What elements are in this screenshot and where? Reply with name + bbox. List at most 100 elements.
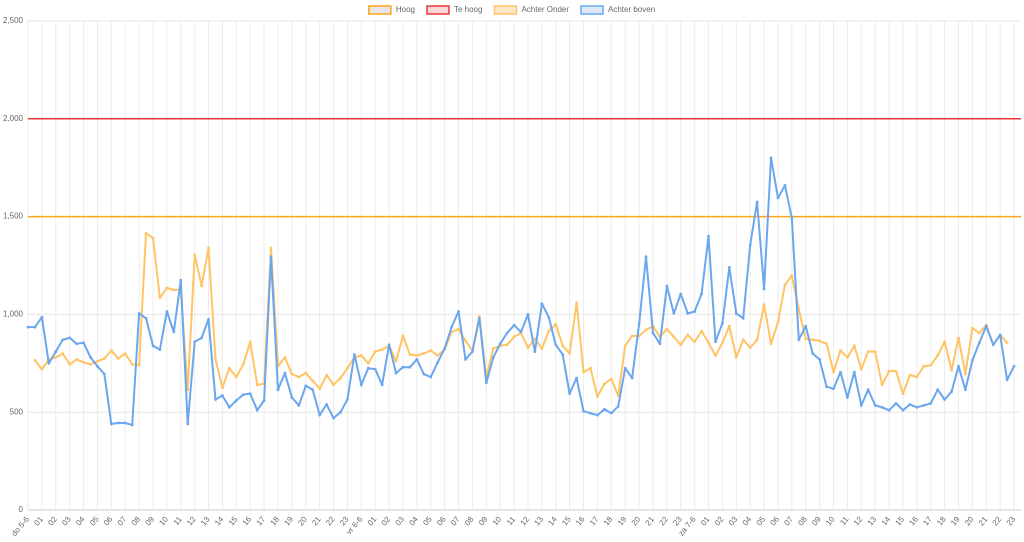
x-tick-label: 12	[519, 514, 532, 527]
data-point	[373, 367, 377, 371]
data-point	[193, 253, 197, 257]
data-point	[269, 246, 273, 250]
data-point	[304, 384, 308, 388]
data-point	[679, 343, 683, 347]
y-tick-label: 1,500	[3, 212, 24, 221]
x-tick-label: 05	[421, 514, 434, 527]
x-tick-label: 01	[699, 514, 712, 527]
data-point	[582, 370, 585, 374]
legend-item: Te hoog	[426, 5, 482, 15]
x-tick-label: 15	[560, 514, 573, 527]
x-tick-label: 20	[296, 514, 309, 527]
data-point	[318, 413, 322, 417]
data-point	[873, 403, 877, 407]
x-tick-label: 17	[255, 514, 268, 527]
data-point	[422, 372, 426, 376]
x-tick-label: 19	[949, 514, 962, 527]
data-point	[512, 323, 516, 327]
data-point	[943, 340, 947, 344]
x-tick-label: 08	[130, 514, 143, 527]
data-point	[290, 396, 294, 399]
data-point	[269, 255, 273, 259]
data-point	[75, 357, 79, 361]
x-tick-label: 10	[824, 514, 837, 527]
data-point	[491, 356, 495, 359]
data-point	[200, 284, 204, 288]
data-point	[665, 327, 669, 331]
data-point	[908, 402, 912, 406]
data-point	[589, 411, 592, 415]
x-tick-label: 11	[505, 514, 518, 527]
data-point	[130, 423, 134, 427]
data-point	[359, 383, 363, 387]
data-point	[561, 353, 565, 356]
data-point	[68, 336, 72, 340]
x-tick-label: 03	[727, 514, 740, 527]
data-point	[839, 370, 842, 374]
legend-item: Achter boven	[580, 5, 655, 15]
legend-label: Hoog	[396, 5, 415, 14]
data-point	[491, 347, 495, 351]
x-tick-label: 12	[185, 514, 198, 527]
data-point	[637, 322, 641, 326]
data-point	[790, 216, 794, 219]
data-point	[714, 340, 717, 344]
data-point	[957, 336, 960, 340]
data-point	[748, 346, 752, 350]
data-point	[179, 278, 183, 282]
data-point	[394, 359, 398, 363]
data-point	[102, 357, 106, 360]
data-point	[665, 284, 669, 288]
data-point	[394, 371, 398, 375]
data-point	[887, 408, 891, 412]
data-point	[818, 357, 822, 361]
data-point	[471, 350, 474, 353]
legend-label: Te hoog	[454, 5, 482, 14]
x-tick-label: 13	[866, 514, 879, 527]
data-point	[151, 236, 155, 240]
data-point	[207, 246, 210, 250]
data-point	[457, 310, 460, 313]
data-point	[477, 316, 481, 320]
data-point	[561, 344, 565, 348]
data-point	[596, 413, 599, 417]
data-point	[255, 383, 259, 387]
data-point	[82, 341, 85, 345]
data-point	[401, 334, 405, 338]
data-point	[901, 408, 905, 412]
data-point	[172, 330, 176, 334]
data-point	[540, 347, 544, 351]
data-point	[526, 313, 530, 316]
x-tick-label: 01	[32, 514, 45, 527]
legend-swatch	[368, 5, 392, 15]
data-point	[818, 339, 822, 343]
x-tick-label: 15	[893, 514, 906, 527]
legend-item: Hoog	[368, 5, 415, 15]
x-tick-label: do 5-6	[10, 514, 32, 538]
legend-label: Achter Onder	[521, 5, 569, 14]
data-point	[644, 328, 648, 332]
data-point	[804, 324, 808, 328]
data-point	[380, 383, 384, 387]
data-point	[554, 343, 558, 347]
data-point	[832, 370, 835, 374]
data-point	[290, 372, 294, 376]
data-point	[158, 296, 162, 300]
x-tick-label: 10	[491, 514, 504, 527]
data-point	[123, 352, 127, 355]
x-tick-label: 17	[921, 514, 934, 527]
data-point	[970, 326, 974, 330]
data-point	[783, 183, 787, 187]
y-tick-label: 2,500	[3, 16, 24, 25]
data-point	[366, 366, 370, 370]
legend-swatch	[426, 5, 450, 15]
data-point	[616, 394, 620, 397]
data-point	[866, 350, 870, 353]
x-tick-label: 12	[852, 514, 865, 527]
data-point	[1012, 364, 1016, 368]
data-point	[283, 371, 287, 375]
x-tick-label: 03	[394, 514, 407, 527]
data-point	[373, 350, 377, 353]
data-point	[901, 392, 905, 396]
